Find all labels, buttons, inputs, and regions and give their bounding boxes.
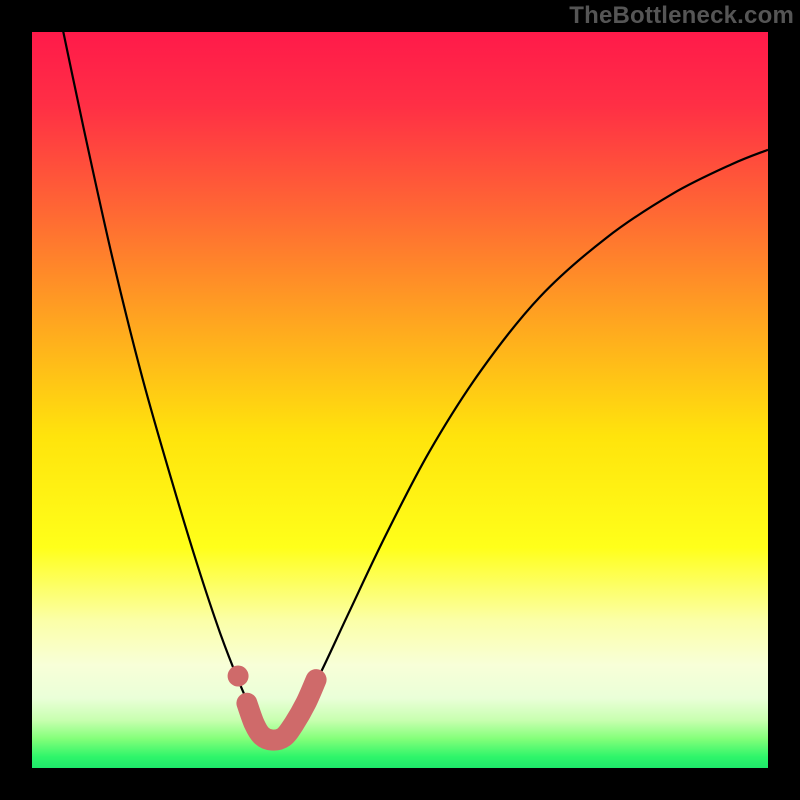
plot-background [32,32,768,768]
bottleneck-chart [0,0,800,800]
watermark-text: TheBottleneck.com [569,2,794,30]
valley-lead-bead [228,666,249,687]
